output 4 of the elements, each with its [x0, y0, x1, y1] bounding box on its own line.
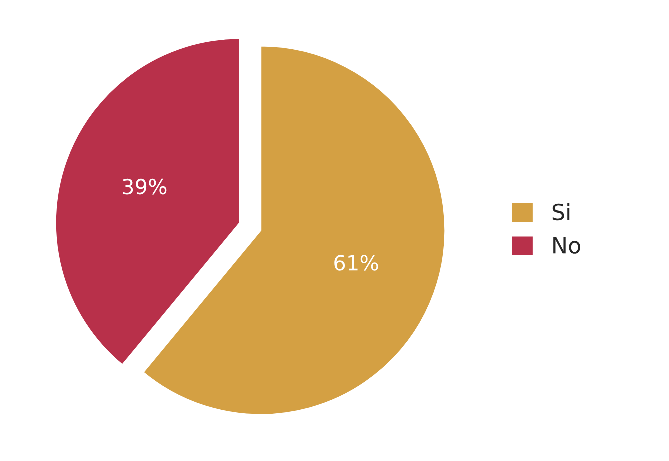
legend-label: No — [554, 237, 580, 254]
data-label: 61% — [334, 255, 378, 271]
data-label: 39% — [123, 178, 167, 195]
legend-label: Si — [552, 203, 570, 221]
